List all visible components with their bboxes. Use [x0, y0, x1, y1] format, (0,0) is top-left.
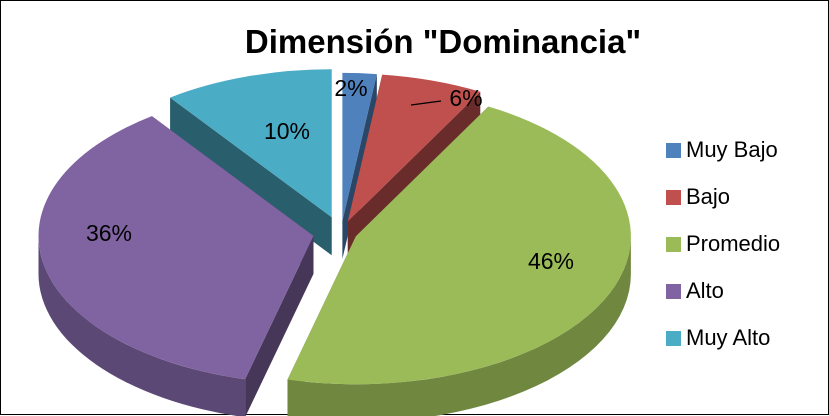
pie-slices [38, 69, 631, 416]
data-label-promedio: 46% [528, 248, 574, 274]
legend-swatch-alto [666, 284, 681, 299]
slice-promedio-top [287, 106, 631, 385]
chart-title: Dimensión "Dominancia" [245, 23, 641, 60]
slice-alto-top [38, 116, 314, 380]
data-label-muy-alto: 10% [264, 118, 310, 144]
data-label-muy-bajo: 2% [334, 75, 367, 101]
legend-label-bajo: Bajo [686, 184, 730, 209]
slice-alto [38, 116, 314, 416]
legend-swatch-promedio [666, 237, 681, 252]
slice-muy-bajo-top [342, 72, 377, 221]
leader-line [410, 100, 442, 106]
slice-muy-alto-top [170, 69, 332, 218]
legend-label-muy-bajo: Muy Bajo [686, 137, 778, 162]
legend-label-alto: Alto [686, 278, 724, 303]
slice-promedio-side [287, 236, 631, 416]
legend-item-promedio: Promedio [666, 231, 780, 256]
legend-swatch-muy-bajo [666, 143, 681, 158]
slice-muy-alto-wall-0 [170, 97, 332, 256]
legend-swatch-bajo [666, 190, 681, 205]
legend-item-muy-bajo: Muy Bajo [666, 137, 778, 162]
slice-bajo-top [347, 74, 481, 222]
pie-labels: 2% 6% 46% 36% 10% [86, 75, 574, 274]
legend-item-muy-alto: Muy Alto [666, 325, 770, 350]
slice-muy-alto [170, 69, 332, 256]
legend: Muy Bajo Bajo Promedio Alto Muy Alto [666, 137, 780, 350]
data-label-bajo: 6% [449, 85, 482, 111]
legend-item-bajo: Bajo [666, 184, 730, 209]
slice-alto-side [38, 235, 246, 416]
slice-promedio [287, 106, 631, 416]
legend-item-alto: Alto [666, 278, 724, 303]
data-label-alto: 36% [86, 220, 132, 246]
slice-alto-wall-0 [245, 235, 314, 416]
legend-label-promedio: Promedio [686, 231, 780, 256]
legend-label-muy-alto: Muy Alto [686, 325, 770, 350]
legend-swatch-muy-alto [666, 331, 681, 346]
